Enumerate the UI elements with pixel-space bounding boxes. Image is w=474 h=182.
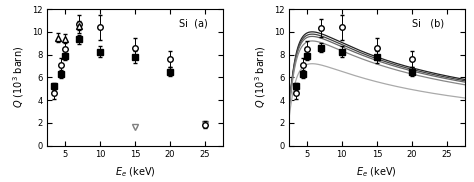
Y-axis label: $Q$ (10$^3$ barn): $Q$ (10$^3$ barn) — [12, 46, 27, 108]
Text: Si   (b): Si (b) — [412, 19, 444, 29]
X-axis label: $E_e$ (keV): $E_e$ (keV) — [115, 165, 155, 179]
X-axis label: $E_e$ (keV): $E_e$ (keV) — [356, 165, 397, 179]
Y-axis label: $Q$ (10$^3$ barn): $Q$ (10$^3$ barn) — [254, 46, 268, 108]
Text: Si  (a): Si (a) — [179, 19, 208, 29]
